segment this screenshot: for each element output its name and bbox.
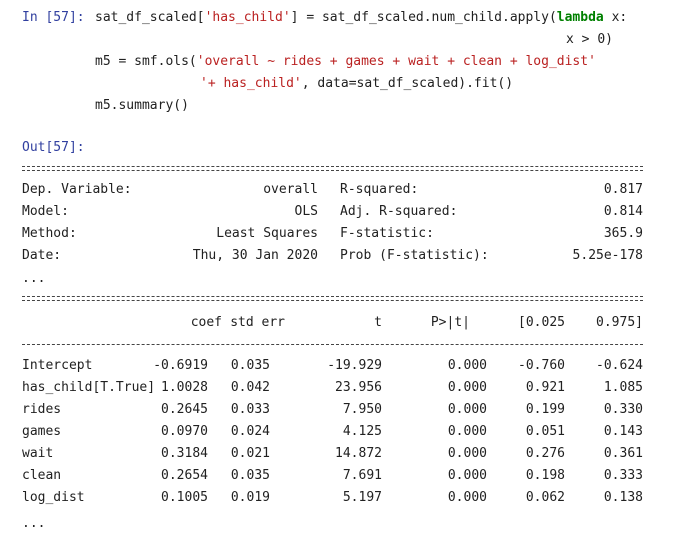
column-header: [0.025 [518,315,565,330]
table-cell: 0.0970 [161,424,208,439]
table-cell: 0.035 [230,358,270,373]
column-header: P>|t| [430,315,470,330]
separator [22,344,643,345]
table-cell: 7.691 [342,468,382,483]
table-cell: 0.042 [230,380,270,395]
table-cell: 0.330 [603,402,643,417]
table-cell: 0.198 [525,468,565,483]
code-token: , data=sat_df_scaled).fit() [301,76,514,91]
table-cell: 0.276 [525,446,565,461]
summary-label: Adj. R-squared: [340,204,458,219]
table-cell: 4.125 [342,424,382,439]
row-name: Intercept [22,358,93,373]
code-token: 'has_child' [204,10,291,25]
code-token: ] = sat_df_scaled.num_child.apply( [290,10,557,25]
table-cell: 0.000 [447,358,487,373]
summary-label: F-statistic: [340,226,434,241]
table-cell: 0.199 [525,402,565,417]
output-prompt: Out[57]: [22,140,85,155]
summary-label: Date: [22,248,62,263]
table-cell: 0.062 [525,490,565,505]
column-header: coef [190,315,222,330]
row-name: wait [22,446,54,461]
summary-value: 365.9 [603,226,643,241]
column-header: std err [230,315,285,330]
code-line: x > 0) [566,32,613,48]
column-header: t [374,315,382,330]
table-cell: 0.021 [230,446,270,461]
row-name: rides [22,402,62,417]
table-cell: 0.033 [230,402,270,417]
table-cell: 0.051 [525,424,565,439]
table-cell: 0.138 [603,490,643,505]
table-cell: 0.000 [447,402,487,417]
code-line: m5.summary() [95,98,189,114]
summary-label: R-squared: [340,182,419,197]
separator [22,296,643,301]
input-prompt: In [57]: [22,10,85,25]
table-cell: 5.197 [342,490,382,505]
table-cell: 1.0028 [161,380,208,395]
code-line: '+ has_child', data=sat_df_scaled).fit() [200,76,513,92]
summary-label: Method: [22,226,77,241]
table-cell: 0.000 [447,446,487,461]
code-token: 'overall ~ rides + games + wait + clean … [196,54,596,69]
table-cell: 0.000 [447,424,487,439]
summary-value: OLS [294,204,318,219]
code-line: m5 = smf.ols('overall ~ rides + games + … [95,54,596,70]
ellipsis: ... [22,271,46,286]
table-cell: 0.333 [603,468,643,483]
summary-value: 0.817 [603,182,643,197]
summary-label: Model: [22,204,69,219]
table-cell: 0.3184 [161,446,208,461]
table-cell: 0.143 [603,424,643,439]
table-cell: 0.000 [447,490,487,505]
table-cell: 23.956 [335,380,382,395]
table-cell: -0.760 [518,358,565,373]
table-cell: -19.929 [327,358,382,373]
code-token: '+ has_child' [200,76,302,91]
table-cell: 7.950 [342,402,382,417]
table-cell: 0.000 [447,380,487,395]
table-cell: 14.872 [335,446,382,461]
code-token: m5 = smf.ols( [95,54,197,69]
table-cell: -0.6919 [153,358,208,373]
table-cell: 1.085 [603,380,643,395]
table-cell: 0.2654 [161,468,208,483]
summary-value: overall [263,182,318,197]
summary-value: Thu, 30 Jan 2020 [192,248,318,263]
table-cell: 0.2645 [161,402,208,417]
ellipsis: ... [22,516,46,531]
code-token: sat_df_scaled[ [95,10,205,25]
table-cell: -0.624 [596,358,643,373]
summary-value: Least Squares [216,226,318,241]
table-cell: 0.019 [230,490,270,505]
code-token: lambda [556,10,604,25]
code-token: x: [603,10,628,25]
summary-value: 0.814 [603,204,643,219]
code-token: x > 0) [566,32,613,47]
row-name: has_child[T.True] [22,380,156,395]
table-cell: 0.024 [230,424,270,439]
summary-label: Dep. Variable: [22,182,132,197]
code-token: m5.summary() [95,98,189,113]
summary-label: Prob (F-statistic): [340,248,489,263]
table-cell: 0.000 [447,468,487,483]
separator [22,166,643,171]
column-header: 0.975] [596,315,643,330]
row-name: clean [22,468,62,483]
row-name: log_dist [22,490,85,505]
table-cell: 0.361 [603,446,643,461]
table-cell: 0.1005 [161,490,208,505]
table-cell: 0.035 [230,468,270,483]
summary-value: 5.25e-178 [572,248,643,263]
code-line: sat_df_scaled['has_child'] = sat_df_scal… [95,10,627,26]
row-name: games [22,424,62,439]
table-cell: 0.921 [525,380,565,395]
